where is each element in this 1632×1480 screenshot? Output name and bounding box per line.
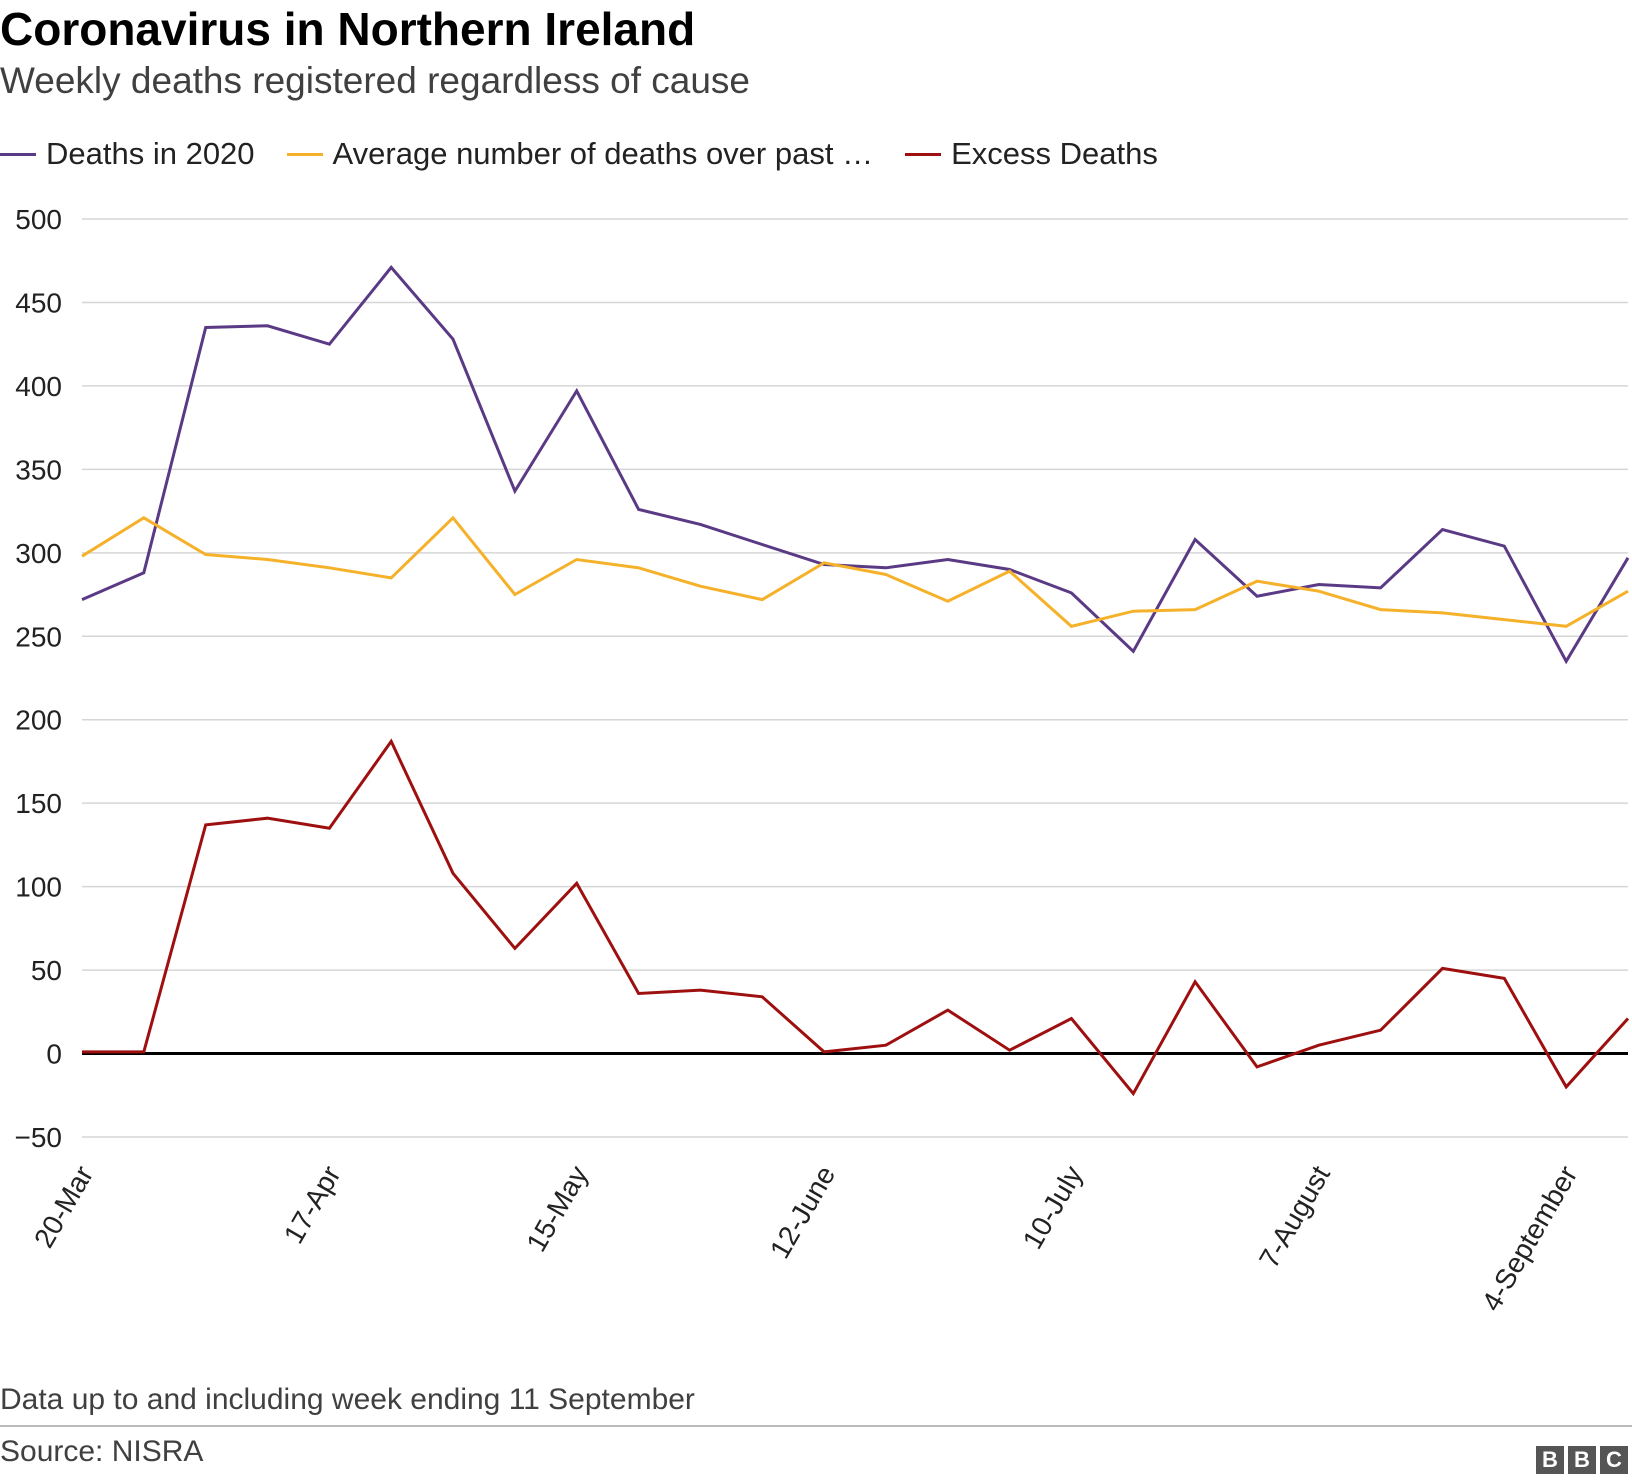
legend-swatch-average-deaths [286, 152, 323, 156]
grid-layer [82, 218, 1628, 1138]
series-line-deaths-in-2020 [81, 265, 1630, 665]
y-tick-label: 200 [15, 705, 62, 736]
y-tick-label: 250 [15, 621, 62, 652]
source-credit: Source: NISRA [0, 1435, 204, 1468]
y-tick-label: 150 [15, 788, 62, 819]
x-tick-label: 10-July [1017, 1161, 1089, 1255]
y-tick-label: 500 [15, 204, 62, 235]
series-layer [81, 265, 1630, 1097]
y-tick-label: 0 [46, 1039, 62, 1070]
x-tick-label: 17-Apr [278, 1161, 347, 1249]
chart-subtitle: Weekly deaths registered regardless of c… [0, 60, 750, 101]
x-tick-label: 15-May [520, 1161, 594, 1257]
series-line-average-number-of-deaths-over-past [81, 515, 1629, 628]
y-tick-label: 100 [15, 872, 62, 903]
bbc-logo-letter: C [1600, 1446, 1628, 1474]
y-tick-label: 300 [15, 538, 62, 569]
bbc-logo-letter: B [1536, 1446, 1564, 1474]
y-tick-label: 400 [15, 371, 62, 402]
y-tick-label: 50 [31, 955, 62, 986]
legend-label-deaths-2020: Deaths in 2020 [46, 136, 255, 171]
bbc-logo: B B C [1532, 1446, 1628, 1474]
x-tick-label: 12-June [764, 1161, 841, 1264]
legend: Deaths in 2020 Average number of deaths … [0, 134, 1190, 174]
x-tick-label: 4-September [1476, 1161, 1584, 1317]
x-tick-label: 20-Mar [28, 1161, 99, 1253]
series-line-excess-deaths [82, 738, 1630, 1097]
bbc-logo-letter: B [1568, 1446, 1596, 1474]
y-tick-label: 450 [15, 287, 62, 318]
legend-swatch-excess-deaths [905, 152, 942, 156]
legend-swatch-deaths-2020 [0, 152, 36, 156]
y-axis-ticks: −50 0 50 100 150 200 250 300 350 400 450 500 [15, 204, 63, 1153]
legend-label-excess-deaths: Excess Deaths [951, 136, 1158, 171]
y-tick-label: 350 [15, 454, 62, 485]
legend-item-average-deaths: Average number of deaths over past … [286, 136, 874, 172]
x-axis-ticks: 20-Mar 17-Apr 15-May 12-June 10-July 7-August… [28, 1160, 1583, 1316]
legend-label-average-deaths: Average number of deaths over past … [332, 136, 874, 171]
legend-item-deaths-2020: Deaths in 2020 [0, 136, 255, 172]
line-chart: −50 0 50 100 150 200 250 300 350 400 450 500 20-Mar… [15, 204, 1630, 1316]
x-tick-label: 7-August [1253, 1160, 1336, 1273]
y-tick-label: −50 [15, 1122, 63, 1153]
footer-divider [0, 1425, 1632, 1427]
footnote: Data up to and including week ending 11 … [0, 1383, 695, 1416]
chart-title: Coronavirus in Northern Ireland [0, 3, 696, 55]
legend-item-excess-deaths: Excess Deaths [905, 136, 1158, 172]
